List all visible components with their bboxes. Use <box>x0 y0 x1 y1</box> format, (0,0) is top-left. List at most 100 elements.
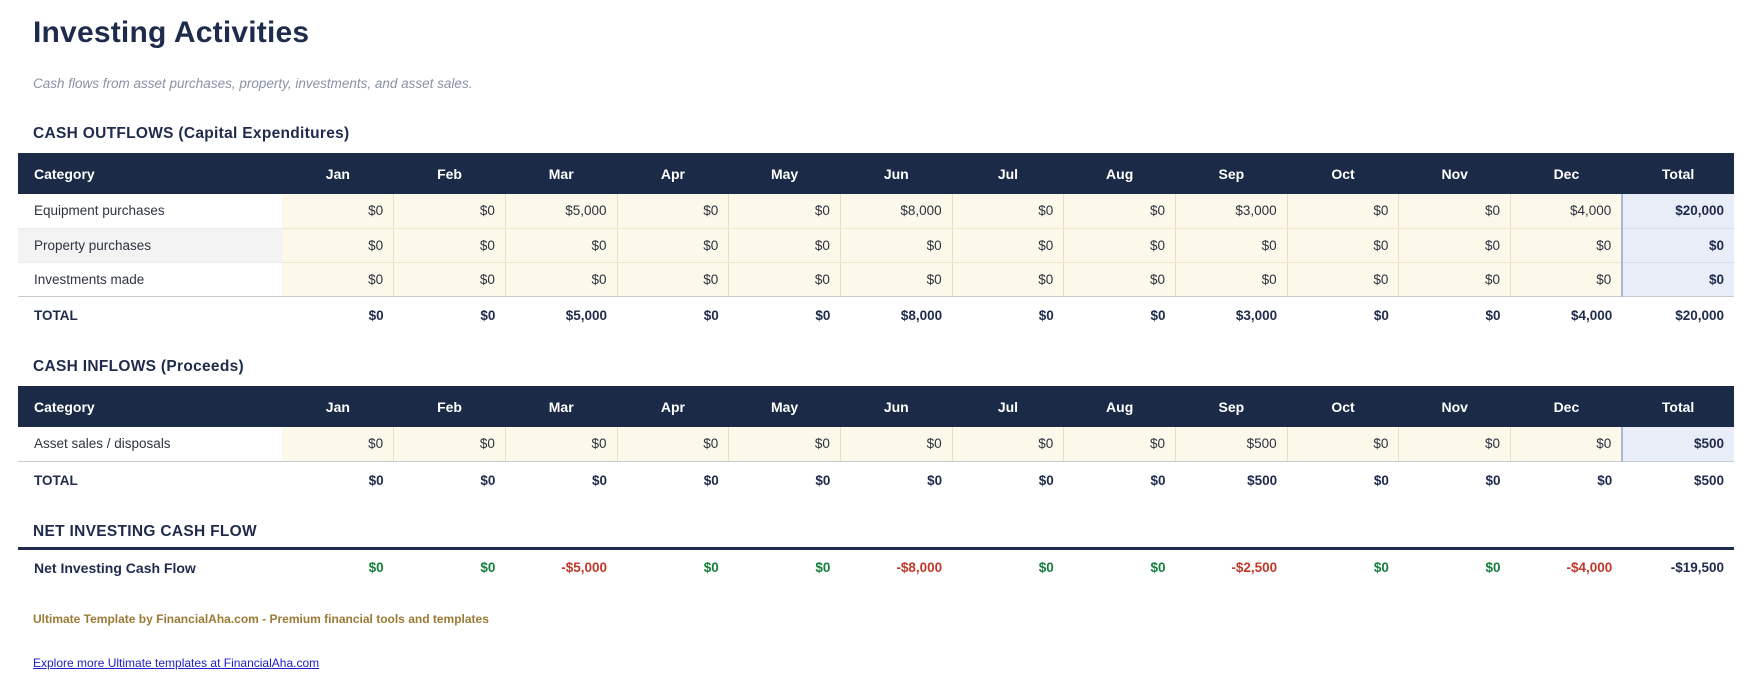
total-value-cell: $8,000 <box>840 296 953 334</box>
value-cell: $0 <box>1175 262 1288 297</box>
value-cell: $0 <box>1287 228 1400 263</box>
template-credit-text: Ultimate Template by FinancialAha.com - … <box>33 611 489 626</box>
value-cell: $0 <box>1063 228 1176 263</box>
row-total-cell: $500 <box>1621 427 1734 462</box>
total-value-cell: $0 <box>1398 461 1511 499</box>
value-cell: $0 <box>282 228 395 263</box>
value-cell: $0 <box>840 228 953 263</box>
column-header-jul: Jul <box>952 386 1064 427</box>
value-cell: $0 <box>1175 228 1288 263</box>
net-investing-table-host: Net Investing Cash Flow $0 $0 -$5,000 $0 $0 -$… <box>18 547 1738 586</box>
net-investing-table: Net Investing Cash Flow $0 $0 -$5,000 $0 $0 -$… <box>18 547 1734 586</box>
total-value-cell: $0 <box>505 461 618 499</box>
total-value-cell: $0 <box>1510 461 1623 499</box>
net-value-cell: $0 <box>393 548 506 586</box>
value-cell: $0 <box>393 427 506 462</box>
value-cell: $0 <box>393 262 506 297</box>
column-header-dec: Dec <box>1510 386 1623 427</box>
value-cell: $0 <box>1063 194 1176 229</box>
net-value-cell: $0 <box>728 548 841 586</box>
row-total-cell: $0 <box>1621 262 1734 297</box>
value-cell: $0 <box>1398 194 1512 229</box>
value-cell: $0 <box>505 427 618 462</box>
table-row: Property purchases $0 $0 $0 $0 $0 $0 $0 $0 $0 $0 $0… <box>18 228 1734 263</box>
value-cell: $0 <box>617 427 730 462</box>
value-cell: $0 <box>1510 262 1623 297</box>
value-cell: $500 <box>1175 427 1288 462</box>
net-value-cell: $0 <box>1398 548 1511 586</box>
total-label-cell: TOTAL <box>18 461 282 499</box>
value-cell: $0 <box>1510 228 1623 263</box>
column-header-oct: Oct <box>1287 153 1399 194</box>
total-value-cell: $0 <box>728 461 841 499</box>
column-header-oct: Oct <box>1287 386 1399 427</box>
total-value-cell: $0 <box>728 296 841 334</box>
total-value-cell: $0 <box>617 296 729 334</box>
column-header-aug: Aug <box>1063 386 1176 427</box>
value-cell: $0 <box>282 262 395 297</box>
column-header-apr: Apr <box>617 153 729 194</box>
value-cell: $0 <box>840 427 953 462</box>
cash-outflows-rows: Equipment purchases $0 $0 $5,000 $0 $0 $8,000 $… <box>18 194 1734 297</box>
table-row: Investments made $0 $0 $0 $0 $0 $0 $0 $0 $0 $0 $0 $0… <box>18 262 1734 297</box>
value-cell: $0 <box>728 194 841 229</box>
cash-outflows-total: TOTAL $0 $0 $5,000 $0 $0 $8,000 $0 $0 $3,000 $0 $0 $… <box>18 296 1734 334</box>
cash-inflows-table-host: Category Jan Feb Mar Apr May Jun Jul Aug Sep Oct No… <box>18 386 1738 499</box>
category-cell: Investments made <box>18 262 282 297</box>
total-value-cell: $0 <box>840 461 953 499</box>
total-value-cell: $0 <box>1063 296 1176 334</box>
value-cell: $0 <box>952 194 1065 229</box>
category-cell: Asset sales / disposals <box>18 427 282 462</box>
value-cell: $0 <box>728 427 841 462</box>
column-header-dec: Dec <box>1510 153 1623 194</box>
cash-outflows-table: Category Jan Feb Mar Apr May Jun Jul Aug Sep Oct No… <box>18 153 1734 334</box>
header-row: Category Jan Feb Mar Apr May Jun Jul Aug Sep Oct No… <box>18 386 1734 427</box>
total-value-cell: $0 <box>393 296 506 334</box>
explore-templates-link[interactable]: Explore more Ultimate templates at Finan… <box>33 655 320 670</box>
category-cell: Equipment purchases <box>18 194 282 229</box>
cash-outflows-heading: CASH OUTFLOWS (Capital Expenditures) <box>33 125 350 142</box>
total-value-cell: $0 <box>952 296 1064 334</box>
column-header-total: Total <box>1622 153 1734 194</box>
value-cell: $3,000 <box>1175 194 1288 229</box>
column-header-sep: Sep <box>1175 153 1288 194</box>
total-value-cell: $0 <box>952 461 1064 499</box>
value-cell: $0 <box>617 194 730 229</box>
column-header-sep: Sep <box>1175 386 1288 427</box>
value-cell: $0 <box>1287 194 1400 229</box>
column-header-jun: Jun <box>840 386 953 427</box>
net-value-cell: $0 <box>617 548 729 586</box>
column-header-nov: Nov <box>1398 153 1511 194</box>
total-value-cell: $4,000 <box>1510 296 1623 334</box>
value-cell: $0 <box>1398 262 1512 297</box>
cash-inflows-rows: Asset sales / disposals $0 $0 $0 $0 $0 $0 $0 $0 $… <box>18 427 1734 462</box>
value-cell: $0 <box>505 262 618 297</box>
value-cell: $5,000 <box>505 194 618 229</box>
category-cell: Property purchases <box>18 228 282 263</box>
net-value-cell: -$8,000 <box>840 548 953 586</box>
value-cell: $0 <box>282 427 395 462</box>
total-row: TOTAL $0 $0 $5,000 $0 $0 $8,000 $0 $0 $3,000 $0 $0 $… <box>18 296 1734 334</box>
net-value-cell: -$4,000 <box>1510 548 1623 586</box>
column-header-may: May <box>728 153 841 194</box>
cash-outflows-header: Category Jan Feb Mar Apr May Jun Jul Aug Sep Oct No… <box>18 153 1734 194</box>
column-header-category: Category <box>18 386 282 427</box>
column-header-aug: Aug <box>1063 153 1176 194</box>
net-value-cell: $0 <box>1287 548 1399 586</box>
net-value-cell: -$5,000 <box>505 548 618 586</box>
column-header-total: Total <box>1622 386 1734 427</box>
net-total-cell: -$19,500 <box>1622 548 1734 586</box>
value-cell: $0 <box>282 194 395 229</box>
net-value-cell: $0 <box>282 548 394 586</box>
net-cash-flow-row: Net Investing Cash Flow $0 $0 -$5,000 $0 $0 -$… <box>18 548 1734 586</box>
total-value-cell: $0 <box>393 461 506 499</box>
header-row: Category Jan Feb Mar Apr May Jun Jul Aug Sep Oct No… <box>18 153 1734 194</box>
total-value-cell: $0 <box>1287 461 1399 499</box>
column-header-feb: Feb <box>393 153 506 194</box>
value-cell: $0 <box>840 262 953 297</box>
column-header-apr: Apr <box>617 386 729 427</box>
total-grand-cell: $20,000 <box>1622 296 1734 334</box>
value-cell: $0 <box>1510 427 1623 462</box>
total-grand-cell: $500 <box>1622 461 1734 499</box>
